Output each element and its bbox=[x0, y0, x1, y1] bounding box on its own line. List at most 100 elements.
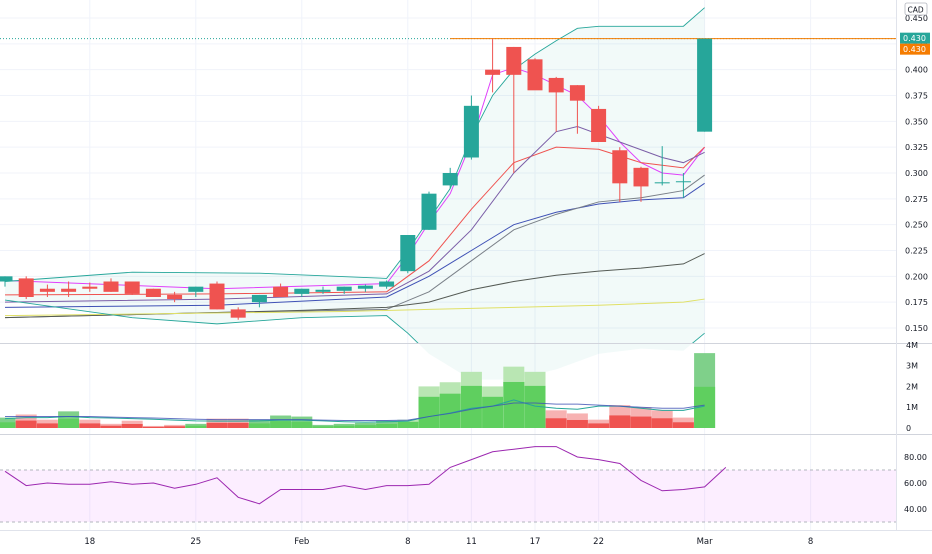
volume-tick-label: 2M bbox=[906, 382, 918, 391]
volume-bar-fill bbox=[460, 385, 482, 428]
candle-body bbox=[167, 294, 183, 300]
volume-bar bbox=[248, 419, 270, 428]
price-tick-label: 0.225 bbox=[905, 247, 928, 256]
volume-bar-fill bbox=[227, 422, 249, 428]
volume-bar-fill bbox=[418, 396, 440, 428]
sma-dark-line bbox=[4, 253, 705, 319]
volume-bar-fill bbox=[354, 425, 376, 428]
candle-body bbox=[82, 286, 98, 289]
candle bbox=[167, 291, 183, 303]
candle bbox=[675, 173, 691, 198]
candle-body bbox=[527, 59, 543, 91]
price-axis: 0.4500.4250.4000.3750.3500.3250.3000.275… bbox=[900, 2, 930, 514]
volume-bar-fill bbox=[545, 418, 567, 428]
volume-bar bbox=[630, 407, 652, 428]
time-tick-label: 11 bbox=[466, 537, 477, 547]
candle-body bbox=[400, 235, 416, 272]
volume-bar bbox=[588, 419, 610, 428]
candle-body bbox=[145, 288, 161, 297]
candle-body bbox=[633, 167, 649, 187]
reference-price-tag-label: 0.430 bbox=[903, 45, 926, 54]
volume-bar bbox=[460, 371, 482, 428]
sma-yellow-line bbox=[4, 298, 705, 317]
candle bbox=[61, 281, 77, 297]
candle bbox=[39, 284, 55, 297]
volume-bar-fill bbox=[100, 425, 122, 428]
candle bbox=[485, 38, 501, 93]
candle-body bbox=[230, 309, 246, 318]
bb-upper-line bbox=[4, 7, 705, 282]
price-tick-label: 0.350 bbox=[905, 117, 928, 126]
volume-tick-label: 4M bbox=[906, 341, 918, 350]
volume-bar-fill bbox=[142, 426, 164, 428]
volume-bar bbox=[206, 418, 228, 428]
currency-badge-box bbox=[904, 2, 928, 16]
candle-body bbox=[591, 108, 607, 142]
candle bbox=[103, 278, 119, 292]
volume-bar bbox=[291, 416, 313, 428]
candle-body bbox=[103, 281, 119, 292]
time-tick-label: 17 bbox=[530, 537, 541, 547]
rsi-tick-label: 40.00 bbox=[904, 505, 927, 514]
candle bbox=[421, 191, 437, 230]
candle bbox=[697, 38, 713, 132]
volume-bar bbox=[651, 410, 673, 428]
candle-body bbox=[336, 286, 352, 291]
price-tick-label: 0.175 bbox=[905, 298, 928, 307]
price-tick-label: 0.150 bbox=[905, 324, 928, 333]
candle bbox=[591, 105, 607, 142]
candle bbox=[463, 95, 479, 160]
candle-body bbox=[675, 181, 691, 183]
volume-bar bbox=[566, 413, 588, 428]
price-tick-label: 0.325 bbox=[905, 143, 928, 152]
candle bbox=[336, 286, 352, 294]
volume-bar-fill bbox=[609, 415, 631, 428]
bollinger-band-fill bbox=[5, 7, 705, 380]
time-tick-label: Mar bbox=[697, 537, 714, 547]
currency-badge: CAD bbox=[904, 2, 928, 16]
price-panel bbox=[0, 0, 932, 530]
candle-body bbox=[654, 182, 670, 184]
ema-long-line bbox=[4, 125, 705, 303]
candle-body bbox=[18, 278, 34, 297]
volume-bar bbox=[164, 424, 186, 428]
volume-bar-fill bbox=[79, 423, 101, 428]
candle-body bbox=[506, 46, 522, 75]
candle-body bbox=[442, 173, 458, 186]
volume-bar-fill bbox=[58, 418, 80, 428]
rsi-panel bbox=[0, 446, 896, 523]
volume-bar-fill bbox=[333, 425, 355, 428]
candle-body bbox=[485, 69, 501, 75]
volume-bar bbox=[439, 382, 461, 428]
volume-bar-fill bbox=[503, 381, 525, 428]
candle-body bbox=[463, 105, 479, 158]
time-tick-label: 8 bbox=[808, 537, 813, 547]
bb-lower-line bbox=[4, 299, 705, 343]
time-tick-label: 22 bbox=[593, 537, 604, 547]
volume-bar bbox=[609, 405, 631, 428]
candle-body bbox=[315, 289, 331, 292]
volume-tick-label: 3M bbox=[906, 362, 918, 371]
candle bbox=[357, 284, 373, 292]
candle-body bbox=[61, 288, 77, 292]
candle bbox=[124, 281, 140, 295]
candle-body bbox=[357, 285, 373, 289]
volume-bar bbox=[0, 417, 16, 428]
candle-body bbox=[124, 281, 140, 294]
candle bbox=[82, 282, 98, 292]
reference-price-tag: 0.430 bbox=[900, 43, 930, 55]
candle-body bbox=[612, 150, 628, 184]
volume-bar bbox=[418, 386, 440, 428]
price-tick-label: 0.275 bbox=[905, 195, 928, 204]
price-tick-label: 0.400 bbox=[905, 66, 928, 75]
candle-body bbox=[273, 286, 289, 297]
volume-bar bbox=[270, 415, 292, 428]
rsi-tick-label: 80.00 bbox=[904, 453, 927, 462]
volume-bar-fill bbox=[206, 422, 228, 428]
volume-bar-fill bbox=[164, 426, 186, 428]
candle-body bbox=[569, 85, 585, 101]
volume-tick-label: 1M bbox=[906, 403, 918, 412]
reference-price-tag-box bbox=[900, 43, 930, 55]
last-price-tag: 0.430 bbox=[900, 32, 930, 44]
